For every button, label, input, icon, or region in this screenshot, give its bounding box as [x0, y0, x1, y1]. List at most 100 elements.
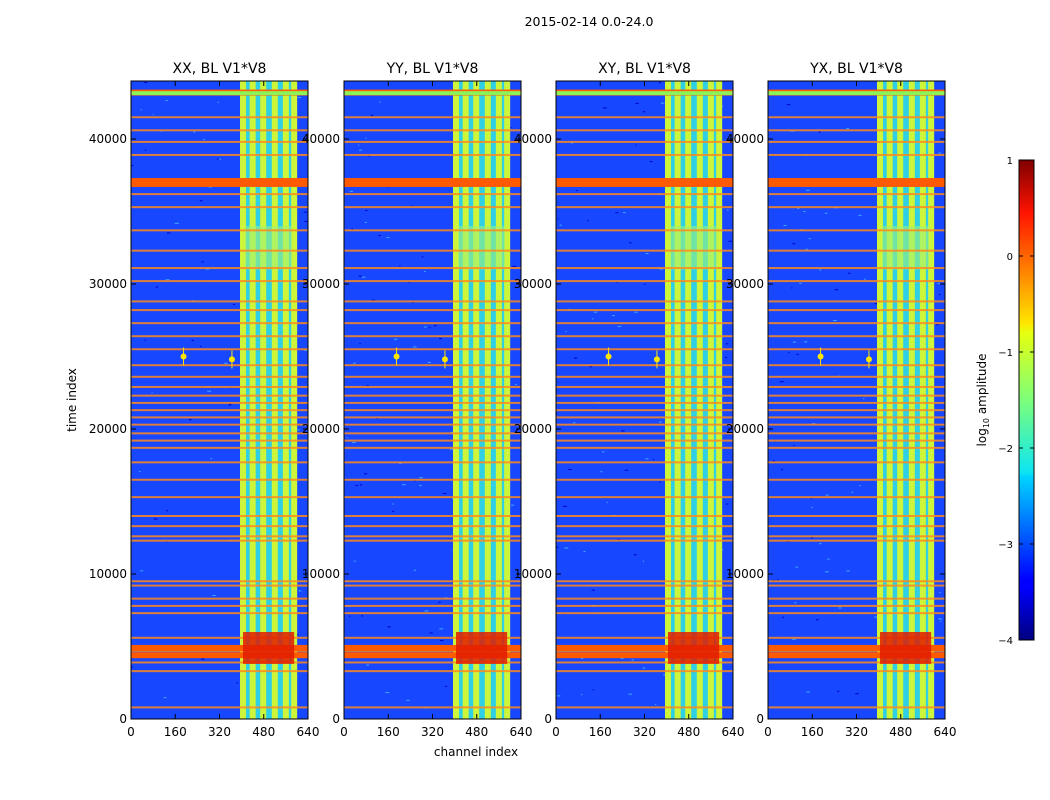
noise-speck — [207, 390, 212, 392]
flagged-row — [768, 309, 945, 312]
flagged-row — [131, 394, 308, 397]
flagged-row — [344, 409, 521, 412]
noise-speck — [806, 691, 811, 693]
noise-speck — [210, 458, 212, 460]
flagged-row — [556, 375, 733, 378]
flagged-row — [344, 309, 521, 312]
flagged-row — [344, 439, 521, 442]
noise-speck — [167, 232, 171, 234]
noise-speck — [776, 579, 779, 581]
flagged-row — [344, 539, 521, 542]
flagged-row — [556, 267, 733, 270]
flagged-row — [131, 604, 308, 607]
flagged-row — [344, 153, 521, 156]
noise-speck — [391, 510, 395, 512]
noise-speck — [568, 469, 572, 471]
noise-speck — [573, 357, 578, 359]
flagged-row — [344, 401, 521, 404]
rfi-channel-line — [453, 81, 460, 719]
noise-speck — [427, 361, 432, 363]
noise-speck — [620, 657, 624, 659]
flagged-row — [768, 267, 945, 270]
flagged-row — [344, 206, 521, 209]
noise-speck — [131, 164, 134, 166]
colorbar-tick-label: −1 — [998, 348, 1013, 359]
flagged-row — [131, 439, 308, 442]
emission-block — [880, 632, 932, 664]
flagged-row — [131, 385, 308, 388]
noise-speck — [818, 131, 821, 133]
flagged-row — [131, 364, 308, 367]
flagged-row — [131, 116, 308, 119]
flagged-row — [344, 116, 521, 119]
rfi-channel-line — [897, 81, 904, 719]
noise-speck — [348, 615, 351, 617]
flagged-row — [344, 432, 521, 435]
rfi-channel-line — [240, 81, 247, 719]
noise-speck — [511, 504, 515, 506]
noise-speck — [370, 114, 374, 116]
rfi-channel-line — [249, 81, 256, 719]
noise-speck — [236, 682, 238, 684]
y-tick-label: 40000 — [89, 132, 127, 146]
x-tick-label: 320 — [421, 725, 444, 739]
rfi-channel-line — [707, 81, 714, 719]
noise-speck — [202, 139, 205, 141]
noise-speck — [556, 546, 559, 548]
noise-speck — [846, 570, 850, 572]
noise-speck — [563, 505, 568, 507]
noise-speck — [439, 640, 444, 642]
colorbar-tick-label: −3 — [998, 540, 1013, 551]
x-tick-label: 0 — [340, 725, 348, 739]
noise-speck — [379, 101, 381, 103]
flagged-row — [344, 280, 521, 283]
noise-speck — [602, 107, 607, 109]
noise-speck — [166, 510, 168, 512]
flagged-row — [344, 525, 521, 528]
noise-speck — [628, 693, 633, 695]
noise-speck — [663, 674, 667, 676]
flagged-row — [556, 461, 733, 464]
noise-speck — [429, 632, 433, 634]
y-tick-label: 10000 — [514, 567, 552, 581]
noise-speck — [649, 161, 653, 163]
flagged-row — [768, 432, 945, 435]
flagged-row — [556, 300, 733, 303]
noise-speck — [423, 271, 426, 273]
saturated-row — [556, 644, 733, 651]
noise-speck — [512, 265, 517, 267]
noise-speck — [366, 385, 369, 387]
flagged-row — [344, 584, 521, 587]
noise-speck — [791, 638, 796, 640]
x-tick-label: 160 — [801, 725, 824, 739]
flagged-row — [131, 539, 308, 542]
colorbar: 1 0 −1 −2 −3 −4 log10 amplitude — [975, 156, 1035, 647]
flagged-row — [556, 140, 733, 143]
y-tick-label: 20000 — [302, 422, 340, 436]
noise-speck — [600, 471, 603, 473]
flagged-row — [131, 206, 308, 209]
noise-speck — [581, 694, 583, 696]
noise-speck — [363, 473, 368, 475]
flagged-row — [768, 140, 945, 143]
noise-speck — [366, 664, 370, 666]
flagged-row — [768, 439, 945, 442]
flagged-row — [768, 206, 945, 209]
noise-speck — [224, 362, 228, 364]
flagged-row — [556, 322, 733, 325]
noise-speck — [938, 618, 940, 620]
x-tick-label: 320 — [633, 725, 656, 739]
noise-speck — [938, 618, 943, 620]
top-band — [768, 91, 945, 96]
noise-speck — [782, 616, 785, 618]
noise-speck — [361, 615, 364, 617]
noise-speck — [424, 610, 429, 612]
noise-speck — [556, 695, 561, 697]
y-tick-label: 20000 — [514, 422, 552, 436]
noise-speck — [151, 392, 153, 394]
noise-speck — [174, 222, 178, 224]
flagged-row — [131, 267, 308, 270]
flagged-row — [131, 636, 308, 639]
x-tick-label: 640 — [722, 725, 745, 739]
